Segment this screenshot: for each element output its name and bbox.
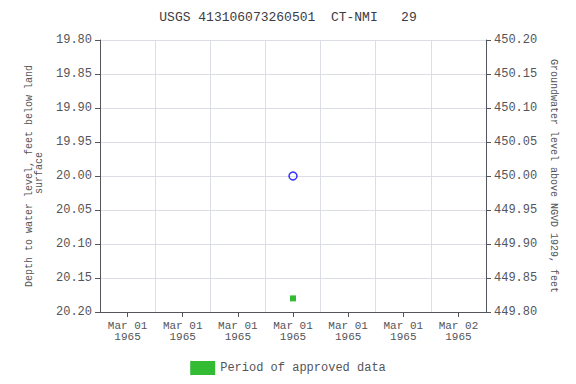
svg-text:20.05: 20.05 [56, 203, 92, 217]
svg-text:Mar 01: Mar 01 [107, 319, 148, 332]
svg-text:450.15: 450.15 [494, 67, 537, 81]
svg-text:1965: 1965 [445, 331, 471, 343]
svg-text:450.00: 450.00 [494, 169, 537, 183]
svg-text:1965: 1965 [390, 331, 416, 343]
svg-text:Mar 01: Mar 01 [383, 319, 424, 332]
svg-text:449.90: 449.90 [494, 237, 537, 251]
svg-text:450.20: 450.20 [494, 33, 537, 47]
svg-text:20.20: 20.20 [56, 305, 92, 319]
svg-text:450.10: 450.10 [494, 101, 537, 115]
svg-text:Period of approved data: Period of approved data [220, 361, 386, 375]
svg-text:1965: 1965 [335, 331, 361, 343]
svg-text:20.10: 20.10 [56, 237, 92, 251]
svg-text:Mar 01: Mar 01 [328, 319, 368, 332]
svg-text:Mar 02: Mar 02 [438, 319, 479, 332]
svg-text:449.80: 449.80 [494, 305, 537, 319]
svg-text:1965: 1965 [225, 331, 251, 343]
svg-text:19.90: 19.90 [56, 101, 92, 115]
svg-text:Depth to water level, feet bel: Depth to water level, feet below land [23, 65, 35, 287]
svg-text:19.80: 19.80 [56, 33, 92, 47]
svg-text:20.00: 20.00 [56, 169, 92, 183]
svg-text:1965: 1965 [114, 331, 140, 343]
svg-text:1965: 1965 [170, 331, 196, 343]
svg-text:Mar 01: Mar 01 [218, 319, 258, 332]
svg-text:20.15: 20.15 [56, 271, 92, 285]
svg-text:450.05: 450.05 [494, 135, 537, 149]
svg-text:Mar 01: Mar 01 [162, 319, 203, 332]
svg-text:Mar 01: Mar 01 [273, 319, 313, 332]
svg-text:19.85: 19.85 [56, 67, 92, 81]
svg-text:449.85: 449.85 [494, 271, 537, 285]
svg-text:19.95: 19.95 [56, 135, 92, 149]
svg-text:1965: 1965 [280, 331, 306, 343]
svg-text:449.95: 449.95 [494, 203, 537, 217]
svg-text:surface: surface [34, 152, 45, 200]
svg-text:USGS 413106073260501 CT-NMI: USGS 413106073260501 CT-NMI 29 [159, 10, 416, 25]
svg-text:Groundwater level above NGVD 1: Groundwater level above NGVD 1929, feet [548, 59, 559, 293]
